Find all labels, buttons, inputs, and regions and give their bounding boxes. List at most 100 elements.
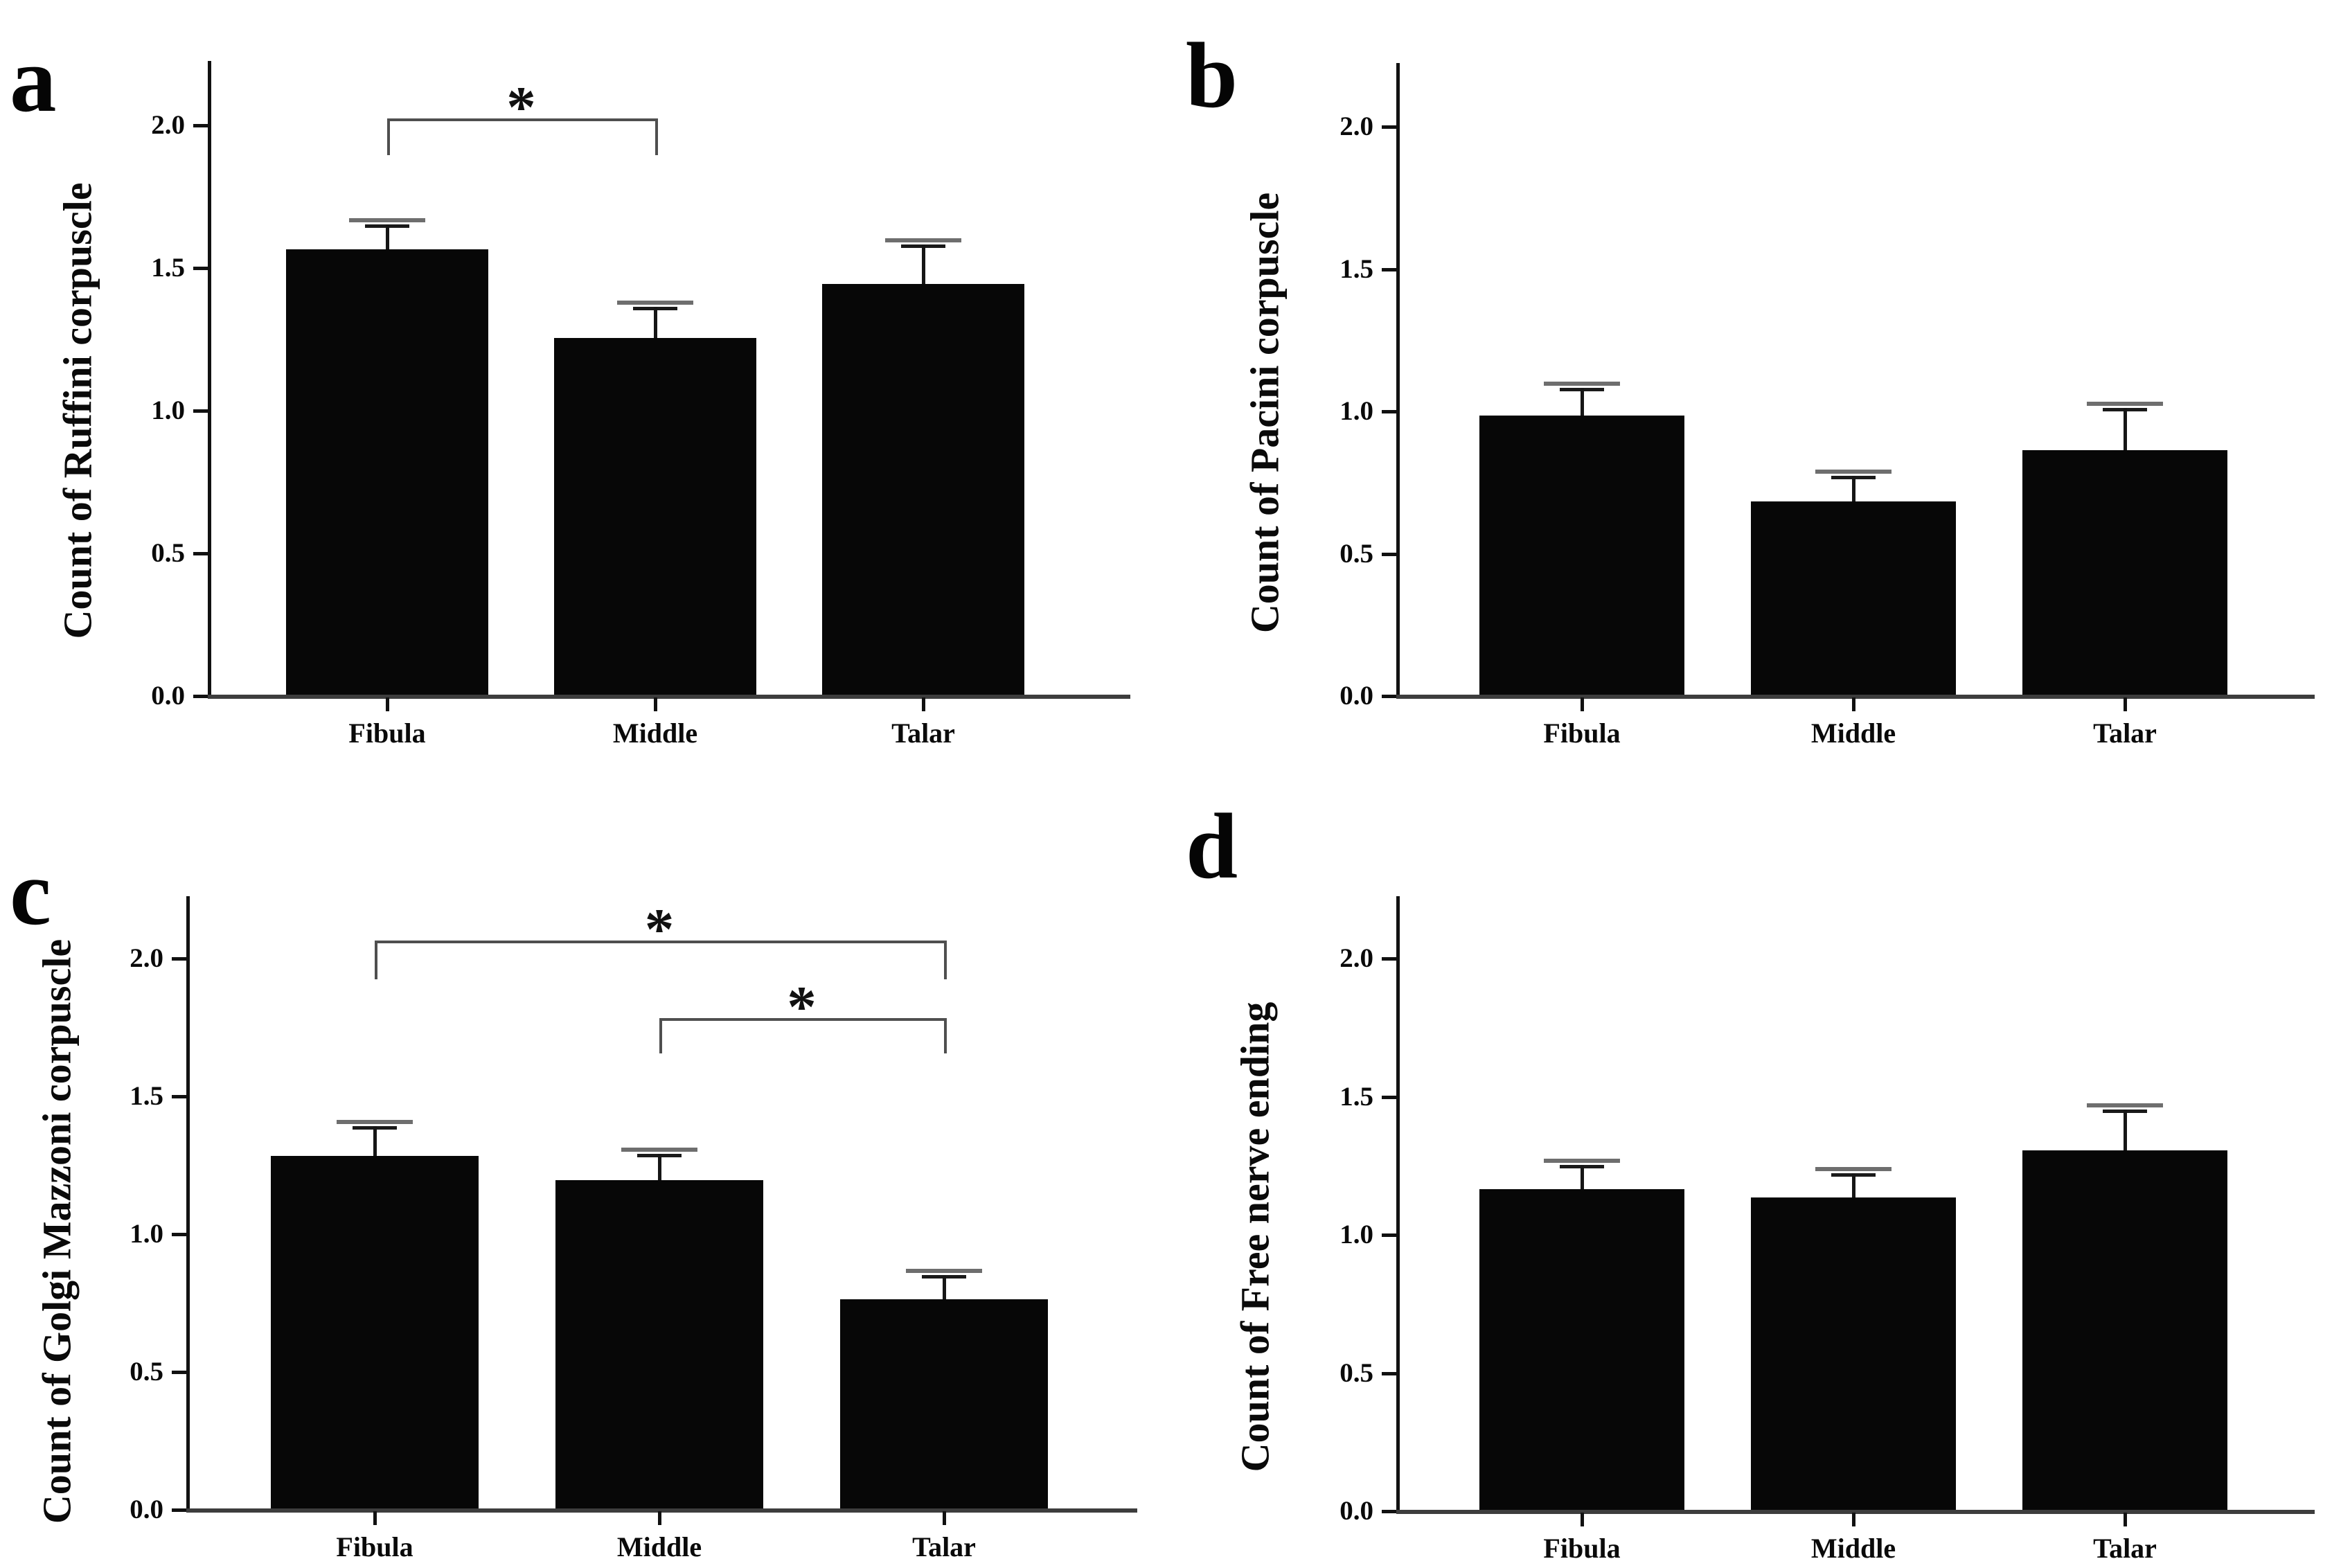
panel-b-y-tick-label-2.0: 2.0	[1339, 112, 1373, 141]
panel-c-y-tick-label-1.0: 1.0	[130, 1219, 163, 1249]
panel-b-y-tick-1.0	[1382, 410, 1396, 413]
panel-d-y-tick-1.0	[1382, 1233, 1396, 1237]
panel-b-y-tick-0.0	[1382, 695, 1396, 698]
panel-a-x-axis-line	[208, 695, 1130, 699]
panel-b-error-cap-fibula	[1544, 381, 1620, 386]
panel-b-y-tick-label-1.0: 1.0	[1339, 396, 1373, 426]
panel-d-error-line-middle	[1852, 1173, 1855, 1198]
panel-c-error-line-talar	[943, 1274, 946, 1299]
panel-c-bar-talar	[840, 1299, 1048, 1508]
panel-c-y-tick-label-1.5: 1.5	[130, 1081, 163, 1111]
panel-c-x-label-talar: Talar	[912, 1531, 976, 1562]
panel-a-x-label-talar: Talar	[891, 718, 955, 749]
panel-a-error-cap-talar	[885, 238, 961, 242]
panel-b-error-cap-talar	[2087, 401, 2163, 406]
panel-d-y-tick-label-1.0: 1.0	[1339, 1220, 1373, 1249]
panel-a-y-tick-1.5	[193, 267, 208, 270]
panel-c-bracket-1-bar	[659, 1017, 947, 1021]
panel-a-error-cap-fibula	[349, 217, 425, 222]
panel-b-x-tick-fibula	[1581, 697, 1584, 711]
panel-d-bar-fibula	[1479, 1189, 1684, 1510]
panel-c-letter: c	[10, 841, 51, 945]
panel-a-y-tick-0.0	[193, 695, 208, 698]
panel-c-bar-middle	[555, 1180, 763, 1508]
panel-a-bracket-0-bar	[387, 118, 658, 121]
panel-c-error-line-middle	[658, 1153, 661, 1181]
panel-d-bar-talar	[2022, 1150, 2227, 1510]
panel-d-y-tick-0.5	[1382, 1371, 1396, 1375]
panel-a-y-tick-2.0	[193, 124, 208, 127]
panel-a-bar-talar	[822, 283, 1024, 695]
panel-a-significance-star-0: *	[506, 74, 536, 140]
panel-b-x-label-fibula: Fibula	[1543, 718, 1621, 749]
panel-d-error-cap-fibula	[1544, 1159, 1620, 1164]
panel-a-error-line-talar	[922, 244, 925, 284]
panel-b-y-tick-label-0.0: 0.0	[1339, 681, 1373, 711]
panel-a-y-tick-1.0	[193, 409, 208, 413]
panel-d-y-tick-label-0.0: 0.0	[1339, 1496, 1373, 1526]
panel-d-x-label-fibula: Fibula	[1543, 1533, 1621, 1564]
panel-d-letter: d	[1186, 795, 1238, 898]
panel-b-x-tick-middle	[1852, 697, 1855, 711]
panel-c-error-cap-talar	[906, 1268, 982, 1273]
panel-c-y-tick-label-0.5: 0.5	[130, 1357, 163, 1387]
panel-d-x-axis-line	[1396, 1510, 2315, 1514]
panel-a-y-axis-line	[208, 61, 211, 699]
panel-c-bracket-0-right-leg	[944, 941, 947, 979]
panel-a-y-tick-label-0.0: 0.0	[151, 681, 185, 711]
panel-d-y-axis-title: Count of Free nerve ending	[1232, 1001, 1278, 1472]
panel-b-y-tick-1.5	[1382, 267, 1396, 271]
panel-a-error-cap-middle	[617, 301, 693, 305]
panel-c-x-axis-line	[186, 1508, 1137, 1513]
panel-c-bracket-0-bar	[375, 941, 947, 944]
panel-c-bracket-1-right-leg	[944, 1017, 947, 1054]
panel-a-x-label-fibula: Fibula	[348, 718, 426, 749]
panel-c-x-tick-fibula	[373, 1511, 377, 1525]
panel-c-y-tick-2.0	[172, 957, 186, 961]
panel-c-x-tick-talar	[943, 1511, 946, 1525]
panel-c-error-cap-fibula	[337, 1119, 413, 1124]
panel-a-x-tick-fibula	[386, 697, 389, 711]
panel-a-bracket-0-right-leg	[655, 118, 658, 156]
panel-b-letter: b	[1186, 24, 1238, 127]
panel-c-y-tick-0.0	[172, 1508, 186, 1512]
panel-a-y-tick-label-1.5: 1.5	[151, 253, 185, 283]
panel-b-error-line-fibula	[1581, 387, 1584, 416]
panel-b-bar-middle	[1751, 501, 1956, 695]
panel-c-y-axis-line	[186, 896, 190, 1513]
panel-b-bar-talar	[2022, 449, 2227, 695]
panel-d-error-cap-middle	[1815, 1167, 1891, 1172]
panel-d-error-line-fibula	[1581, 1165, 1584, 1190]
panel-a-x-tick-middle	[654, 697, 657, 711]
panel-c-significance-star-1: *	[787, 974, 817, 1040]
panel-d-y-tick-1.5	[1382, 1095, 1396, 1099]
panel-d-bar-middle	[1751, 1197, 1956, 1510]
panel-c-x-label-fibula: Fibula	[336, 1531, 413, 1562]
panel-a-y-tick-0.5	[193, 552, 208, 555]
panel-b-y-tick-2.0	[1382, 125, 1396, 129]
panel-c-bracket-1-left-leg	[659, 1017, 662, 1054]
panel-a-bar-middle	[554, 338, 756, 695]
panel-c-y-tick-1.5	[172, 1095, 186, 1098]
panel-d-x-tick-fibula	[1581, 1513, 1584, 1526]
panel-c-bar-fibula	[271, 1155, 479, 1508]
panel-b-x-axis-line	[1396, 695, 2315, 699]
panel-b-bar-fibula	[1479, 416, 1684, 695]
panel-d-y-tick-label-2.0: 2.0	[1339, 943, 1373, 973]
panel-c-y-tick-label-2.0: 2.0	[130, 943, 163, 973]
panel-a-bar-fibula	[286, 249, 488, 695]
panel-d-y-axis-line	[1396, 896, 1400, 1514]
panel-c-error-cap-middle	[621, 1147, 697, 1152]
panel-b-y-tick-0.5	[1382, 552, 1396, 556]
panel-d-x-label-middle: Middle	[1810, 1533, 1896, 1564]
panel-b-y-tick-label-0.5: 0.5	[1339, 538, 1373, 569]
panel-b-x-label-middle: Middle	[1810, 718, 1896, 749]
panel-c-y-tick-0.5	[172, 1371, 186, 1374]
panel-c-bracket-0-left-leg	[375, 941, 377, 979]
panel-d-y-tick-label-0.5: 0.5	[1339, 1357, 1373, 1388]
panel-c-error-line-fibula	[373, 1125, 377, 1156]
panel-d-y-tick-2.0	[1382, 957, 1396, 961]
panel-d-x-label-talar: Talar	[2093, 1533, 2157, 1564]
panel-b-error-cap-middle	[1815, 470, 1891, 474]
panel-d-x-tick-middle	[1852, 1513, 1855, 1526]
